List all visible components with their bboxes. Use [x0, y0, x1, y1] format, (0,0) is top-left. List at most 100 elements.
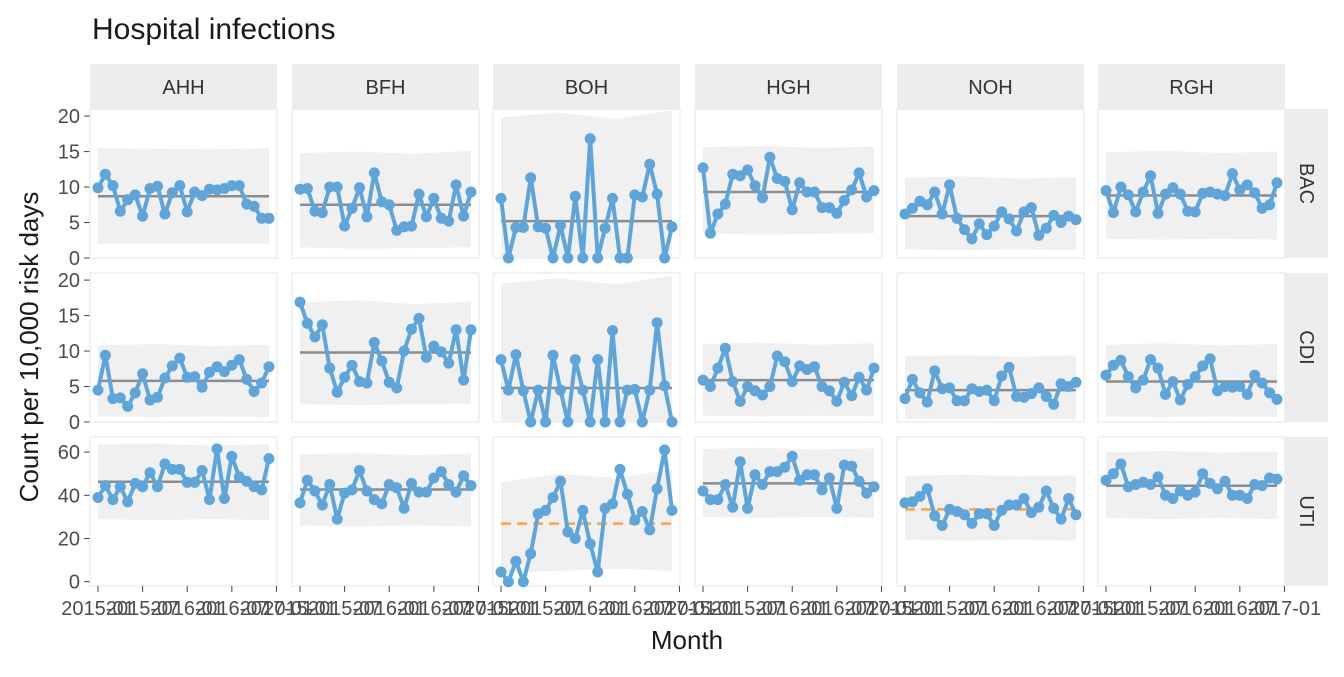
data-point	[757, 192, 768, 204]
data-point	[189, 476, 201, 488]
data-point	[248, 200, 260, 212]
data-point	[868, 362, 880, 374]
data-point	[1122, 371, 1134, 383]
data-point	[1040, 485, 1052, 497]
data-point	[831, 395, 843, 407]
data-point	[211, 443, 223, 455]
row-strip-label-cdi: CDI	[1295, 330, 1317, 364]
data-point	[331, 513, 343, 525]
data-point	[1234, 381, 1246, 392]
data-point	[137, 210, 149, 222]
data-point	[181, 206, 193, 218]
data-point	[406, 323, 417, 335]
data-point	[517, 385, 529, 397]
x-tick-label-rgh-2017-01: 2017-01	[1248, 598, 1321, 620]
data-point	[309, 485, 321, 497]
data-point	[368, 337, 380, 348]
data-point	[779, 356, 791, 368]
x-tick-label-rgh-2015-07: 2015-07	[1114, 598, 1187, 620]
column-strip-label-noh: NOH	[968, 77, 1012, 99]
data-point	[1256, 480, 1268, 492]
data-point	[406, 477, 417, 489]
data-point	[174, 180, 186, 192]
data-point	[540, 222, 552, 234]
column-strip-rgh	[1098, 64, 1285, 109]
panel-uti-bfh	[291, 436, 480, 587]
y-tick-label-cdi-0: 0	[69, 412, 80, 434]
data-point	[435, 466, 447, 478]
x-tick-label-ahh-2015-01: 2015-01	[61, 598, 134, 620]
data-point	[764, 381, 776, 392]
x-tick-label-hgh-2017-01: 2017-01	[845, 598, 918, 620]
data-point	[659, 444, 671, 456]
data-point	[599, 416, 611, 428]
data-point	[376, 355, 388, 367]
data-point	[1219, 190, 1231, 202]
panel-uti-hgh	[694, 436, 883, 587]
data-point	[1160, 188, 1171, 200]
data-point	[1070, 509, 1082, 521]
data-point	[1174, 394, 1186, 406]
data-point	[502, 252, 514, 264]
x-tick-label-ahh-2016-01: 2016-01	[151, 598, 224, 620]
data-point	[794, 177, 806, 189]
data-point	[204, 494, 215, 506]
data-point	[465, 480, 477, 492]
data-point	[1197, 360, 1209, 372]
row-strip-label-bac: BAC	[1295, 163, 1317, 204]
data-point	[196, 381, 208, 393]
panel-bac-rgh	[1097, 108, 1286, 259]
data-point	[1018, 493, 1030, 504]
data-point	[1212, 483, 1223, 495]
data-point	[1048, 502, 1060, 514]
data-point	[1189, 206, 1201, 218]
data-point	[861, 487, 873, 499]
x-tick-label-noh-2015-01: 2015-01	[868, 598, 941, 620]
panel-bac-bfh	[291, 108, 480, 259]
data-point	[1025, 202, 1037, 214]
data-point	[316, 207, 328, 219]
data-point	[331, 386, 343, 398]
x-tick-label-ahh-2017-01: 2017-01	[240, 598, 313, 620]
data-point	[263, 212, 275, 224]
data-point	[779, 461, 791, 473]
data-point	[114, 481, 126, 493]
y-tick-label-bac-20: 20	[58, 106, 80, 128]
data-point	[1130, 382, 1142, 394]
data-point	[428, 472, 440, 484]
data-point	[607, 498, 618, 510]
data-point	[1145, 170, 1157, 182]
data-point	[1197, 468, 1209, 480]
data-point	[959, 395, 970, 407]
panel-uti-boh	[492, 436, 681, 588]
data-point	[189, 371, 201, 383]
data-point	[114, 205, 126, 217]
data-point	[734, 456, 746, 468]
data-point	[921, 483, 933, 495]
data-point	[166, 187, 178, 199]
data-point	[137, 368, 149, 380]
data-point	[122, 400, 134, 412]
data-point	[1070, 376, 1082, 388]
data-point	[301, 183, 313, 194]
y-tick-label-bac-0: 0	[69, 248, 80, 270]
data-point	[966, 233, 978, 245]
data-point	[771, 350, 783, 362]
data-point	[846, 184, 858, 196]
data-point	[1249, 187, 1261, 199]
data-point	[1100, 474, 1112, 486]
data-point	[1271, 177, 1283, 189]
y-axis-title: Count per 10,000 risk days	[14, 192, 44, 503]
data-point	[510, 555, 522, 567]
data-point	[555, 219, 566, 231]
data-point	[428, 192, 440, 204]
data-point	[309, 331, 321, 343]
data-point	[719, 479, 731, 490]
data-point	[621, 488, 633, 500]
x-tick-label-rgh-2015-01: 2015-01	[1069, 598, 1142, 620]
x-tick-label-boh-2015-01: 2015-01	[464, 598, 537, 620]
data-point	[719, 342, 731, 354]
data-point	[107, 180, 119, 192]
data-point	[354, 465, 365, 476]
data-point	[592, 252, 604, 264]
